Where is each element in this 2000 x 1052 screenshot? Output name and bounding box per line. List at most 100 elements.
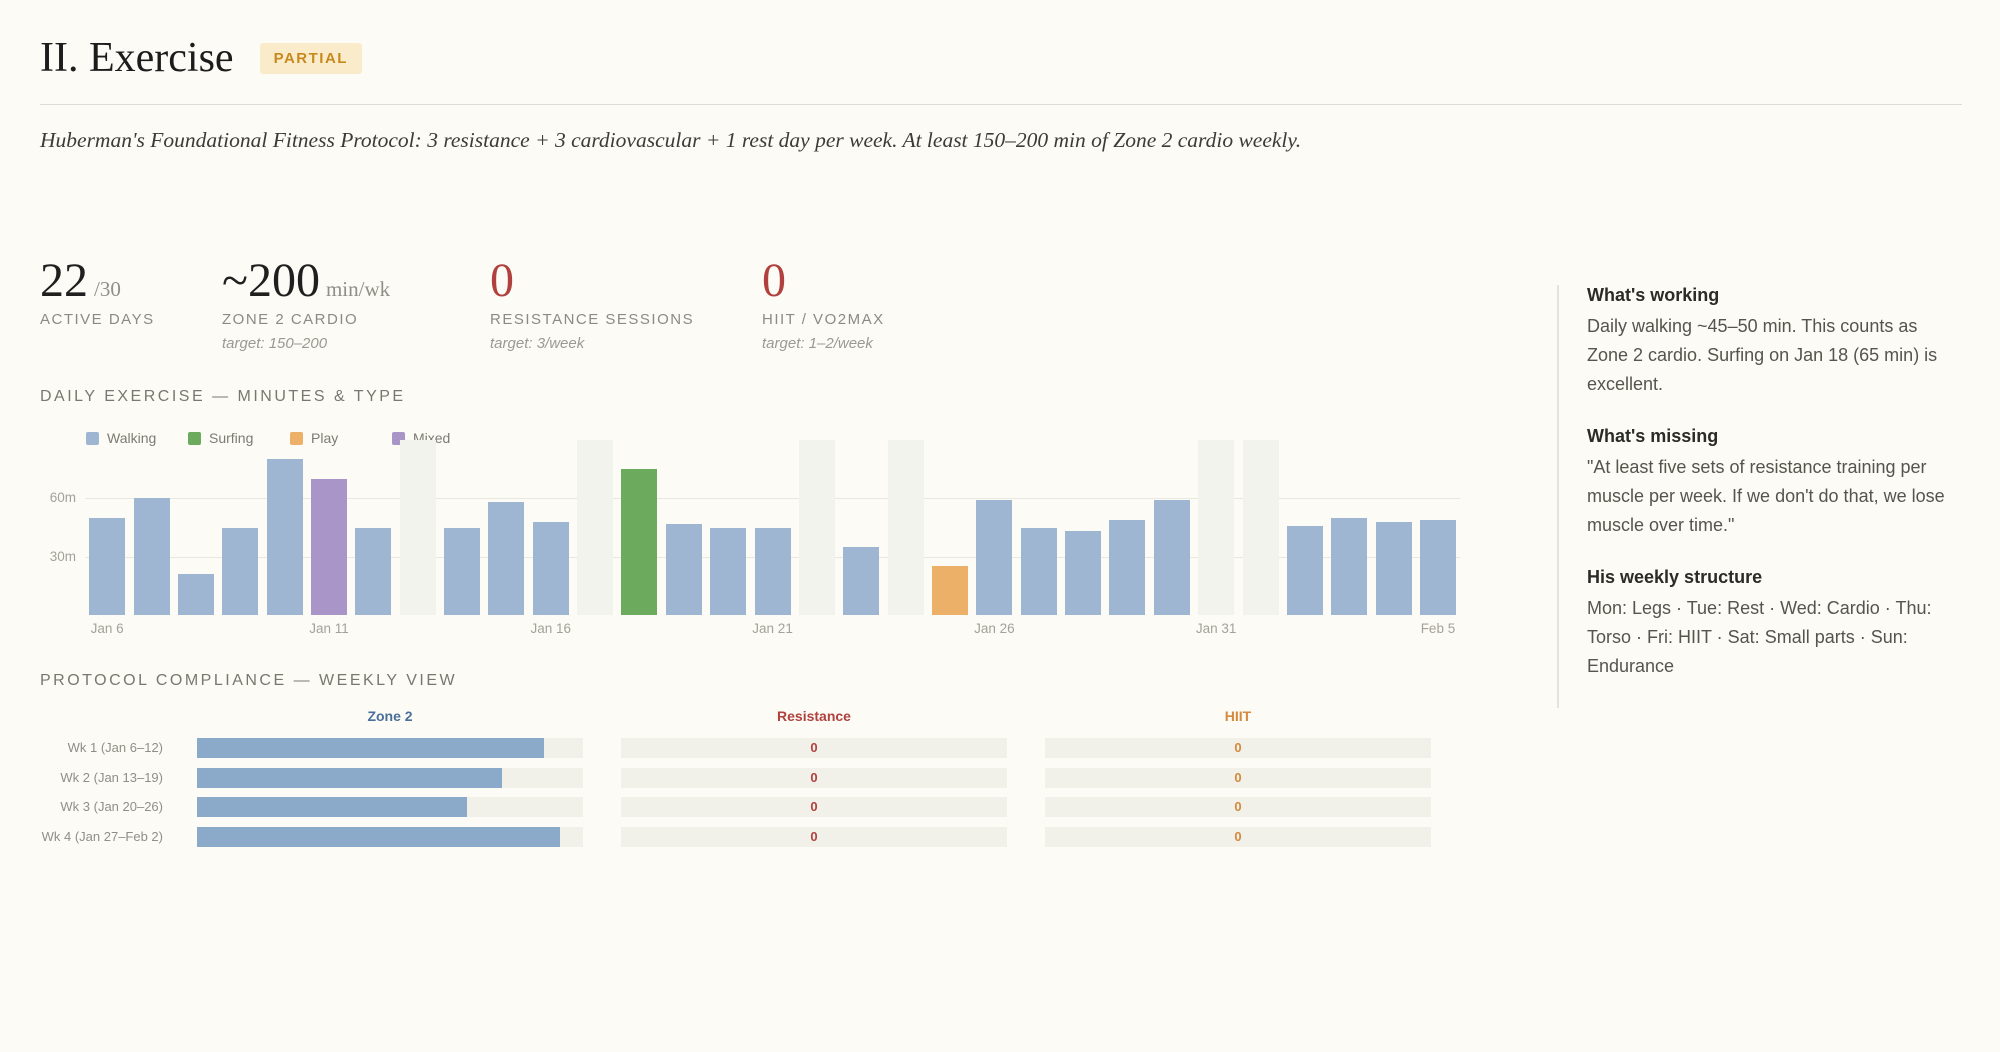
- day-slot: Jan 21: [750, 440, 794, 636]
- day-slot: [928, 440, 972, 615]
- daily-bar-walking: [488, 502, 525, 615]
- week-row-label: Wk 4 (Jan 27–Feb 2): [41, 828, 163, 844]
- sidebar-note: His weekly structure Mon: Legs · Tue: Res…: [1587, 567, 1961, 681]
- day-slot: [1105, 440, 1149, 615]
- sidebar-note: What's missing "At least five sets of res…: [1587, 426, 1961, 540]
- zone2-track: [197, 826, 583, 847]
- stat-label: ACTIVE DAYS: [40, 311, 155, 328]
- stat-block: 0 HIIT / VO2MAX target: 1–2/week: [762, 254, 885, 352]
- stat-value: 22: [40, 254, 88, 307]
- day-slot: [883, 440, 927, 615]
- note-heading: What's working: [1587, 285, 1720, 305]
- zone2-track: [197, 797, 583, 817]
- y-axis-tick: 60m: [49, 490, 76, 506]
- daily-bar-walking: [1286, 525, 1323, 615]
- legend-item-surfing: Surfing: [188, 430, 290, 446]
- day-slot: [706, 440, 750, 615]
- day-slot: [174, 440, 218, 615]
- walking-swatch-icon: [86, 431, 99, 445]
- week-row-label: Wk 3 (Jan 20–26): [60, 799, 163, 814]
- day-slot: [129, 440, 173, 615]
- zone2-fill-bar: [197, 738, 545, 758]
- day-slot: Feb 5: [1416, 440, 1460, 636]
- stats-row: 22/30 ACTIVE DAYS ~200 min/wk ZONE 2 CARDIO t…: [0, 254, 1500, 364]
- daily-bar-walking: [1020, 527, 1057, 615]
- day-slot: [1150, 440, 1194, 615]
- rest-day-bar: [399, 440, 436, 615]
- daily-bar-walking: [266, 459, 303, 615]
- column-header-zone-2: Zone 2: [367, 708, 413, 724]
- hiit-track: 0: [1045, 826, 1431, 847]
- week-row: Wk 3 (Jan 20–26) 0 0: [40, 797, 1435, 817]
- gridline-60m: [85, 498, 1460, 500]
- day-slot: [1327, 440, 1371, 615]
- daily-bar-walking: [976, 500, 1013, 615]
- hiit-track: 0: [1045, 767, 1431, 788]
- resistance-track: 0: [621, 767, 1007, 788]
- stat-value-row: ~200 min/wk: [222, 254, 390, 308]
- day-slot: [1017, 440, 1061, 615]
- resistance-value: 0: [810, 828, 818, 844]
- week-row-label: Wk 1 (Jan 6–12): [67, 740, 163, 755]
- daily-bar-walking: [665, 523, 702, 615]
- day-slot: [1283, 440, 1327, 615]
- note-body: Mon: Legs · Tue: Rest · Wed: Cardio · Th…: [1587, 598, 1932, 676]
- stat-value-row: 0: [762, 254, 885, 308]
- stat-label: HIIT / VO2MAX: [762, 311, 885, 328]
- daily-bar-walking: [444, 527, 481, 615]
- note-body: Daily walking ~45–50 min. This counts as…: [1587, 316, 1938, 394]
- daily-bar-walking: [133, 498, 170, 615]
- resistance-track: 0: [621, 826, 1007, 847]
- day-slot: [662, 440, 706, 615]
- day-slot: [262, 440, 306, 615]
- stat-block: 0 RESISTANCE SESSIONS target: 3/week: [490, 254, 694, 352]
- week-row: Wk 1 (Jan 6–12) 0 0: [40, 738, 1435, 758]
- x-axis-tick: Jan 31: [1195, 621, 1237, 636]
- day-slot: Jan 31: [1194, 440, 1238, 636]
- resistance-track: 0: [621, 738, 1007, 758]
- daily-bar-walking: [710, 527, 747, 615]
- x-axis-tick: Jan 11: [309, 621, 349, 636]
- daily-bar-walking: [89, 517, 126, 615]
- rest-day-bar: [1242, 440, 1279, 615]
- daily-bar-walking: [1331, 517, 1368, 615]
- rest-day-bar: [887, 440, 924, 615]
- legend-label: Play: [311, 430, 339, 446]
- day-slot: Jan 6: [85, 440, 129, 636]
- zone2-fill-bar: [197, 826, 560, 847]
- weekly-section-title: PROTOCOL COMPLIANCE — WEEKLY VIEW: [40, 672, 458, 689]
- hiit-track: 0: [1045, 797, 1431, 817]
- day-slot: [1238, 440, 1282, 615]
- daily-bar-walking: [355, 527, 392, 615]
- rest-day-bar: [1198, 440, 1235, 615]
- day-slot: [351, 440, 395, 615]
- stat-label: RESISTANCE SESSIONS: [490, 311, 695, 328]
- daily-exercise-chart: Walking Surfing Play Mixed 30m 60m Jan 6 Jan 1…: [40, 430, 1462, 642]
- daily-bar-surfing: [621, 469, 658, 615]
- day-slot: Jan 26: [972, 440, 1016, 636]
- daily-bar-walking: [1065, 531, 1102, 615]
- week-row-label: Wk 2 (Jan 13–19): [60, 769, 163, 785]
- legend-item-walking: Walking: [86, 430, 188, 446]
- rest-day-bar: [798, 440, 835, 615]
- day-slot: [396, 440, 440, 615]
- sidebar-note: What's working Daily walking ~45–50 min. …: [1587, 285, 1961, 399]
- column-header-hiit: HIIT: [1224, 708, 1252, 724]
- protocol-compliance-table: Zone 2 Resistance HIIT Wk 1 (Jan 6–12) 0 0 Wk …: [40, 708, 1435, 858]
- stat-block: 22/30 ACTIVE DAYS: [40, 254, 155, 328]
- column-header-resistance: Resistance: [777, 708, 851, 724]
- daily-bar-walking: [1419, 519, 1456, 615]
- notes-sidebar: What's working Daily walking ~45–50 min. …: [1557, 285, 1961, 708]
- stat-label: ZONE 2 CARDIO: [222, 311, 359, 328]
- note-heading: What's missing: [1587, 426, 1719, 446]
- daily-bar-walking: [532, 521, 569, 615]
- y-axis-tick: 30m: [49, 548, 76, 564]
- resistance-value: 0: [810, 740, 818, 755]
- resistance-value: 0: [810, 769, 818, 785]
- day-slot: [617, 440, 661, 615]
- week-row: Wk 4 (Jan 27–Feb 2) 0 0: [40, 826, 1435, 847]
- resistance-track: 0: [621, 797, 1007, 817]
- x-axis-tick: Jan 6: [90, 621, 124, 636]
- stat-value-row: 0: [490, 254, 694, 308]
